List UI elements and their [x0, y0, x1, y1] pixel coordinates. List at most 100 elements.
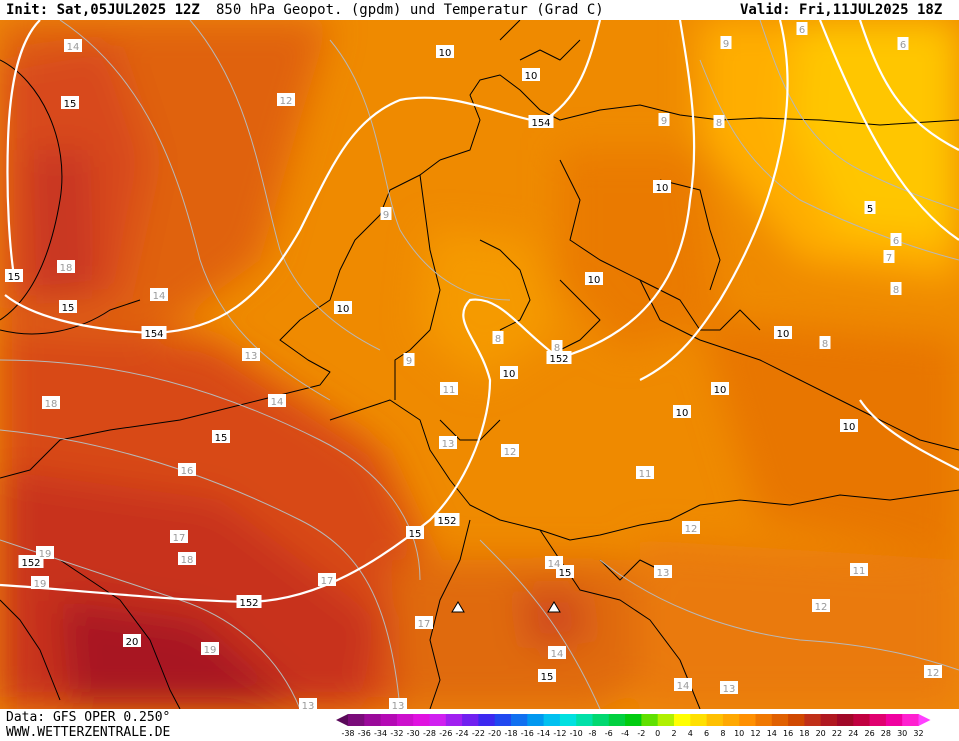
colorbar-swatch: [804, 714, 822, 726]
colorbar-swatch: [364, 714, 382, 726]
temperature-major-label: 15: [59, 300, 77, 314]
temperature-minor-label: 8: [890, 282, 902, 296]
temperature-minor-label: 11: [850, 563, 868, 577]
temperature-minor-value: 19: [34, 579, 47, 590]
temperature-minor-value: 17: [321, 576, 334, 587]
temperature-major-label: 10: [673, 405, 691, 419]
temperature-minor-label: 13: [720, 681, 738, 695]
temperature-major-value: 10: [656, 183, 669, 194]
temperature-minor-label: 17: [318, 573, 336, 587]
temperature-major-value: 10: [503, 369, 516, 380]
temperature-minor-value: 18: [60, 263, 73, 274]
colorbar-swatch: [771, 714, 789, 726]
temperature-major-label: 15: [538, 669, 556, 683]
colorbar-swatch: [413, 714, 430, 726]
temperature-major-value: 10: [843, 422, 856, 433]
temperature-major-label: 10: [522, 68, 540, 82]
colorbar-tick-label: 30: [897, 729, 907, 738]
temperature-minor-label: 17: [415, 616, 433, 630]
temperature-minor-label: 13: [299, 698, 317, 709]
temperature-minor-label: 6: [897, 37, 909, 51]
map-markers: [451, 601, 561, 613]
temperature-minor-label: 11: [636, 466, 654, 480]
colorbar-tick-label: -28: [423, 729, 436, 738]
temperature-minor-value: 8: [822, 339, 828, 350]
colorbar-swatch: [788, 714, 805, 726]
colorbar-tick-label: -2: [637, 729, 645, 738]
temperature-minor-label: 12: [277, 93, 295, 107]
colorbar-swatch: [657, 714, 675, 726]
temperature-minor-label: 19: [201, 642, 219, 656]
colorbar-tick-label: 6: [704, 729, 709, 738]
geopotential-value: 152: [549, 354, 568, 365]
temperature-major-value: 10: [588, 275, 601, 286]
temperature-minor-value: 6: [799, 25, 805, 36]
temperature-minor-value: 13: [442, 439, 455, 450]
colorbar-swatch: [559, 714, 577, 726]
temperature-major-value: 15: [409, 529, 422, 540]
temperature-minor-label: 6: [890, 233, 902, 247]
colorbar-tick-label: -16: [521, 729, 534, 738]
temperature-major-label: 15: [406, 526, 424, 540]
temperature-minor-value: 11: [443, 385, 456, 396]
temperature-minor-value: 19: [39, 549, 52, 560]
colorbar-tick-label: -10: [570, 729, 583, 738]
temperature-major-value: 10: [337, 304, 350, 315]
colorbar-swatch: [674, 714, 691, 726]
colorbar-swatch: [641, 714, 659, 726]
colorbar-swatch: [722, 714, 740, 726]
temperature-major-label: 15: [5, 269, 23, 283]
temperature-major-label: 10: [711, 382, 729, 396]
temperature-minor-value: 14: [548, 559, 561, 570]
temperature-minor-value: 11: [853, 566, 866, 577]
temperature-minor-value: 14: [153, 291, 166, 302]
temperature-minor-value: 12: [927, 668, 940, 679]
colorbar-tick-label: -12: [553, 729, 566, 738]
colorbar-tick-label: 16: [783, 729, 793, 738]
temperature-minor-label: 8: [713, 115, 725, 129]
colorbar-arrow-right: [918, 714, 931, 726]
colorbar-swatch: [527, 714, 545, 726]
temperature-major-value: 10: [439, 48, 452, 59]
temperature-minor-label: 7: [883, 250, 895, 264]
temperature-minor-value: 17: [418, 619, 431, 630]
temperature-major-label: 20: [123, 634, 141, 648]
colorbar-swatch: [853, 714, 871, 726]
temperature-labels-major: 10 10 10 10 10 10 10 10 10 10 15 15 15 15 15 15 15 5 20: [5, 45, 876, 683]
geopotential-value: 152: [437, 516, 456, 527]
colorbar-tick-label: 0: [655, 729, 660, 738]
temperature-minor-value: 11: [639, 469, 652, 480]
colorbar-tick-label: 12: [750, 729, 760, 738]
chart-header: Init: Sat,05JUL2025 12Z 850 hPa Geopot. …: [0, 0, 959, 20]
colorbar-tick-label: -36: [358, 729, 371, 738]
colorbar-swatch: [494, 714, 512, 726]
temperature-minor-label: 11: [440, 382, 458, 396]
temperature-minor-label: 14: [268, 394, 286, 408]
temperature-minor-label: 8: [492, 331, 504, 345]
colorbar-tick-label: 26: [865, 729, 875, 738]
temperature-minor-label: 9: [380, 207, 392, 221]
temperature-minor-label: 18: [42, 396, 60, 410]
temperature-minor-value: 8: [554, 343, 560, 354]
geopotential-labels: 154 154 152 152 152 152: [18, 115, 572, 609]
colorbar-swatch: [511, 714, 528, 726]
temperature-isotherms: [0, 20, 959, 709]
temperature-major-label: 10: [585, 272, 603, 286]
chart-title: 850 hPa Geopot. (gpdm) und Temperatur (G…: [216, 2, 604, 18]
temperature-minor-label: 18: [57, 260, 75, 274]
colorbar-tick-label: 22: [832, 729, 842, 738]
temperature-minor-value: 13: [245, 351, 258, 362]
temperature-minor-value: 13: [392, 701, 405, 709]
geopotential-value: 154: [144, 329, 163, 340]
valid-time: Valid: Fri,11JUL2025 18Z: [740, 2, 943, 18]
website-credit: WWW.WETTERZENTRALE.DE: [6, 725, 171, 740]
colorbar-swatch: [902, 714, 919, 726]
temperature-major-value: 15: [559, 568, 572, 579]
temperature-minor-label: 13: [439, 436, 457, 450]
temperature-minor-value: 14: [551, 649, 564, 660]
temperature-minor-value: 14: [67, 42, 80, 53]
geopotential-label: 152: [236, 595, 262, 609]
geopotential-label: 152: [434, 513, 460, 527]
